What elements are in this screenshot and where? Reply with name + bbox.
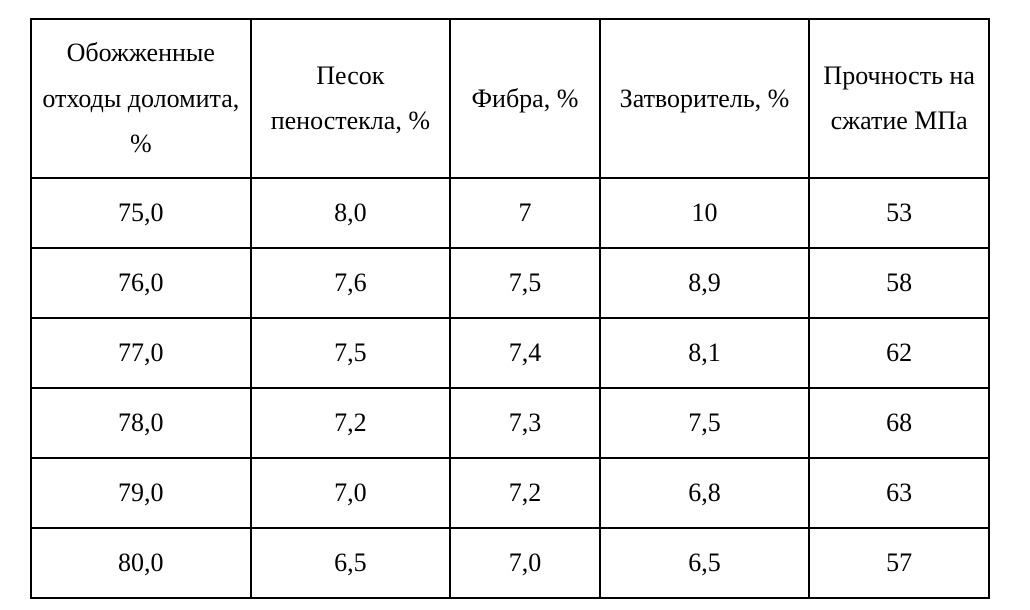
data-table: Обожженные отходы доломита, % Песок пено… (30, 18, 990, 599)
column-header: Песок пеностекла, % (251, 19, 451, 178)
table-cell: 68 (809, 388, 989, 458)
table-cell: 7,0 (251, 458, 451, 528)
column-header: Обожженные отходы доломита, % (31, 19, 251, 178)
table-cell: 6,8 (600, 458, 810, 528)
table-cell: 80,0 (31, 528, 251, 598)
table-cell: 78,0 (31, 388, 251, 458)
table-cell: 7,2 (450, 458, 600, 528)
table-cell: 76,0 (31, 248, 251, 318)
column-header: Фибра, % (450, 19, 600, 178)
table-cell: 7,2 (251, 388, 451, 458)
column-header: Прочность на сжатие МПа (809, 19, 989, 178)
table-cell: 58 (809, 248, 989, 318)
table-row: 76,0 7,6 7,5 8,9 58 (31, 248, 989, 318)
table-header-row: Обожженные отходы доломита, % Песок пено… (31, 19, 989, 178)
table-cell: 62 (809, 318, 989, 388)
table-row: 77,0 7,5 7,4 8,1 62 (31, 318, 989, 388)
table-row: 79,0 7,0 7,2 6,8 63 (31, 458, 989, 528)
table-cell: 7,6 (251, 248, 451, 318)
table-cell: 10 (600, 178, 810, 248)
table-cell: 7,5 (251, 318, 451, 388)
table-cell: 63 (809, 458, 989, 528)
table-row: 78,0 7,2 7,3 7,5 68 (31, 388, 989, 458)
table-row: 75,0 8,0 7 10 53 (31, 178, 989, 248)
table-cell: 8,1 (600, 318, 810, 388)
table-cell: 8,0 (251, 178, 451, 248)
table-cell: 77,0 (31, 318, 251, 388)
table-cell: 7,5 (450, 248, 600, 318)
table-cell: 7,3 (450, 388, 600, 458)
table-cell: 79,0 (31, 458, 251, 528)
table-cell: 7,4 (450, 318, 600, 388)
table-cell: 7,0 (450, 528, 600, 598)
table-cell: 6,5 (600, 528, 810, 598)
table-row: 80,0 6,5 7,0 6,5 57 (31, 528, 989, 598)
column-header: Затворитель, % (600, 19, 810, 178)
table-cell: 75,0 (31, 178, 251, 248)
table-cell: 57 (809, 528, 989, 598)
table-cell: 7 (450, 178, 600, 248)
table-cell: 6,5 (251, 528, 451, 598)
table-cell: 53 (809, 178, 989, 248)
table-cell: 8,9 (600, 248, 810, 318)
table-cell: 7,5 (600, 388, 810, 458)
